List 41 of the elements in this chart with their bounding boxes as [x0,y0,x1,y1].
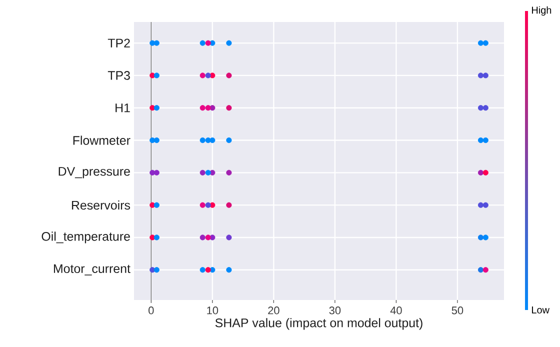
point [210,40,216,46]
point [226,170,232,176]
y-tick-label: Oil_temperature [42,232,130,244]
y-tick-label: Motor_current [54,264,130,276]
point [478,105,484,111]
y-tick-label: TP3 [108,71,130,80]
point [205,40,211,46]
point [205,105,211,111]
point [200,234,206,240]
y-tick-label: DV_pressure [58,167,130,178]
point [226,105,232,111]
point [154,72,160,78]
y-tick-label: H1 [116,104,130,112]
point [478,72,484,78]
point [210,267,216,273]
text: High [532,6,552,16]
point [226,234,232,240]
x-tick-label: 30 [329,306,341,314]
x-tick-label: 40 [390,306,402,314]
y-tick-label: TP2 [108,38,130,48]
y-tick-label: Reservoirs [72,200,130,210]
point [478,202,484,208]
text: Low [532,306,550,314]
point [210,234,216,240]
point [478,170,484,176]
y-tick-label: Flowmeter [73,136,130,145]
point [226,202,232,208]
x-tick-label: 50 [452,306,464,314]
point [154,202,160,208]
point [154,105,160,111]
point [478,234,484,240]
point [154,234,160,240]
point [478,267,484,273]
point [200,170,206,176]
x-tick-label: 20 [268,306,280,314]
point [205,234,211,240]
x-tick-label: 0 [148,306,154,314]
point [154,267,160,273]
x-axis-title: SHAP value (impact on model output) [215,318,422,330]
x-tick-label: 10 [207,306,218,314]
point [226,72,232,78]
